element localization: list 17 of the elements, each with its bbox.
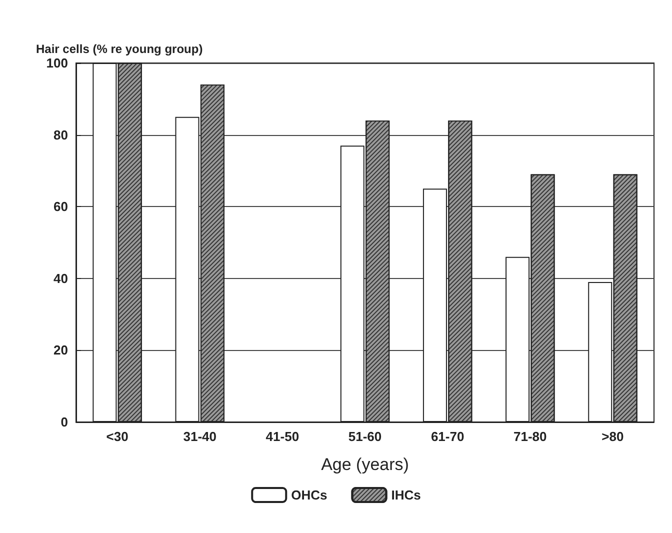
legend-label: IHCs [391,488,421,502]
y-tick-label: 20 [54,342,68,358]
y-tick-label: 40 [54,270,68,286]
legend-label: OHCs [291,488,328,502]
x-tick-label: <30 [106,429,128,444]
x-tick-label: 71-80 [514,429,547,444]
y-tick-label: 100 [46,56,68,70]
y-axis-title: Hair cells (% re young group) [36,42,203,56]
x-tick-label: 51-60 [348,429,382,444]
x-tick-label: 41-50 [266,429,300,444]
y-tick-label: 60 [54,199,68,214]
x-tick-label: >80 [602,429,624,444]
y-tick-label: 80 [54,127,68,142]
x-tick-label: 31-40 [183,429,216,444]
x-tick-label: 61-70 [430,429,464,444]
x-axis-title: Age (years) [321,455,409,474]
y-tick-label: 0 [60,414,68,430]
